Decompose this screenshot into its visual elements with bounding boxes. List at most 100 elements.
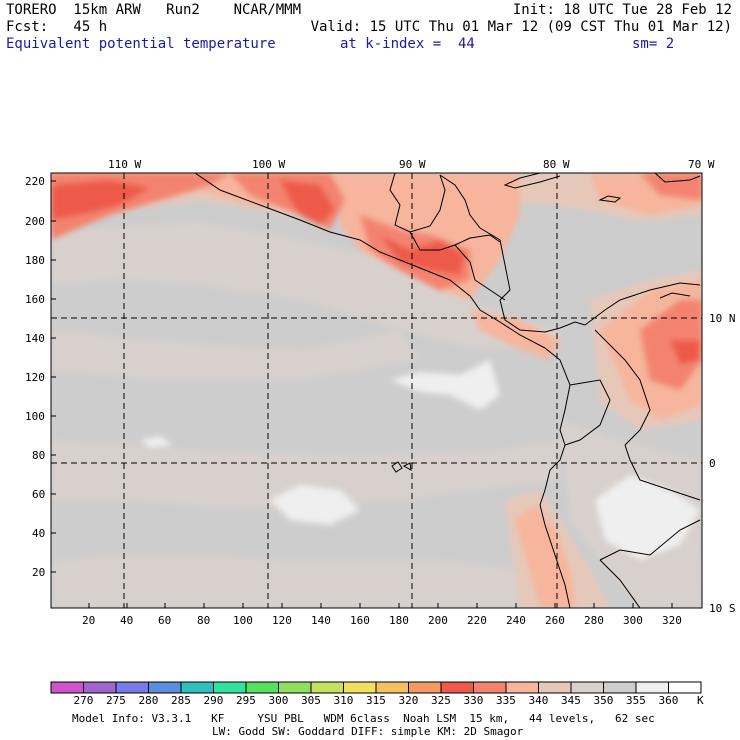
field-360-brazil (595, 475, 700, 560)
colorbar-swatch (538, 681, 572, 694)
border-peru-bolivia (599, 559, 641, 608)
colorbar-swatch (50, 681, 84, 694)
colorbar-label: 275 (106, 694, 126, 707)
colorbar-label: 305 (301, 694, 321, 707)
field-350-band-south (51, 440, 560, 510)
coast-yucatan (439, 174, 481, 229)
x-tick-label: 180 (389, 614, 409, 627)
x-tick-label: 60 (158, 614, 172, 627)
coast-hispaniola (654, 173, 701, 183)
colorbar-label: 320 (398, 694, 419, 707)
coast-southamerica-pacific (539, 347, 571, 608)
colorbar-swatch (245, 681, 279, 694)
x-tick-label: 240 (506, 614, 526, 627)
border-nicaragua (474, 279, 506, 301)
y-tick-label: 140 (25, 332, 45, 345)
field-330-guatemala (380, 235, 465, 275)
colorbar-swatches (50, 681, 702, 694)
colorbar-label: 345 (561, 694, 581, 707)
theta-e-field (51, 173, 702, 608)
field-330-colombia (670, 340, 700, 365)
footer-model-info: Model Info: V3.3.1 KF YSU PBL WDM 6class… (72, 712, 655, 725)
lon-label-90w: 90 W (399, 158, 426, 171)
field-335-colombia (640, 300, 702, 390)
colorbar-swatch (180, 681, 214, 694)
colorbar-label: 330 (463, 694, 484, 707)
header-valid-time: Valid: 15 UTC Thu 01 Mar 12 (09 CST Thu … (310, 19, 732, 35)
x-tick-label: 220 (467, 614, 487, 627)
header-forecast-hour: Fcst: 45 h (6, 19, 108, 35)
lat-label-10n: 10 N (709, 312, 736, 325)
field-335-ne (640, 173, 702, 200)
y-tick-label: 100 (25, 410, 45, 423)
field-360-south-patch (270, 485, 360, 525)
colorbar-swatch (505, 681, 539, 694)
x-tick-label: 300 (623, 614, 643, 627)
field-340-peru (515, 505, 575, 608)
colorbar-swatch (440, 681, 474, 694)
colorbar-swatch (148, 681, 182, 694)
colorbar-swatch (115, 681, 149, 694)
border-honduras (454, 234, 501, 246)
border-peru (624, 444, 701, 501)
colorbar-label: 310 (333, 694, 354, 707)
y-tick-label: 120 (25, 371, 45, 384)
map-frame (50, 172, 703, 609)
y-tick-label: 160 (25, 293, 45, 306)
colorbar-label: 355 (626, 694, 646, 707)
coast-colombia (584, 282, 701, 326)
x-tick-label: 160 (350, 614, 370, 627)
header-model-info: TORERO 15km ARW Run2 NCAR/MMM (6, 2, 302, 18)
colorbar-label: 340 (528, 694, 549, 707)
colorbar-swatch (375, 681, 409, 694)
border-brazil (599, 519, 701, 561)
lon-label-70w: 70 W (688, 158, 715, 171)
lat-label-10s: 10 S (709, 602, 736, 615)
field-340-panama (470, 310, 560, 360)
colorbar-label: 270 (73, 694, 94, 707)
x-tick-label: 120 (272, 614, 292, 627)
colorbar-swatch (213, 681, 247, 694)
lon-label-80w: 80 W (543, 158, 570, 171)
coast-jamaica (598, 195, 622, 203)
y-tick-label: 40 (32, 527, 46, 540)
x-tick-label: 140 (311, 614, 331, 627)
y-tick-label: 20 (32, 566, 46, 579)
y-tick-label: 200 (25, 215, 45, 228)
lon-label-110w: 110 W (108, 158, 142, 171)
coast-caribbean-ca (479, 227, 586, 333)
colorbar-label: 335 (496, 694, 516, 707)
field-name: Equivalent potential temperature (6, 36, 276, 52)
y-tick-label: 80 (32, 449, 46, 462)
colorbar-swatch (570, 681, 604, 694)
coast-cuba (503, 173, 561, 189)
axis-ticks (51, 180, 673, 608)
colorbar-label: 300 (268, 694, 289, 707)
field-level: at k-index = 44 (340, 36, 475, 52)
x-tick-label: 200 (428, 614, 448, 627)
field-330-mexico (280, 180, 335, 225)
colorbar-swatch (83, 681, 117, 694)
lat-label-equator: 0 (709, 457, 716, 470)
colorbar-swatch (473, 681, 507, 694)
colorbar-label: 325 (431, 694, 451, 707)
field-350-band-bottom (51, 555, 520, 608)
colorbar-label: 295 (236, 694, 256, 707)
x-tick-label: 100 (233, 614, 253, 627)
border-colombia-venezuela (594, 329, 651, 446)
border-guatemala (409, 231, 476, 281)
field-350-band-mid (51, 330, 420, 380)
footer-physics-info: LW: Godd SW: Goddard DIFF: simple KM: 2D… (212, 725, 524, 738)
colorbar-label: 350 (593, 694, 614, 707)
colorbar-label: 280 (138, 694, 159, 707)
colorbar-swatch (310, 681, 344, 694)
latlon-grid (51, 173, 702, 608)
coast-venezuela-islands (659, 292, 691, 299)
colorbar-swatch (278, 681, 312, 694)
lon-label-100w: 100 W (252, 158, 286, 171)
colorbar-swatch (635, 681, 669, 694)
field-360-small-patch (140, 436, 172, 448)
y-tick-label: 220 (25, 175, 45, 188)
